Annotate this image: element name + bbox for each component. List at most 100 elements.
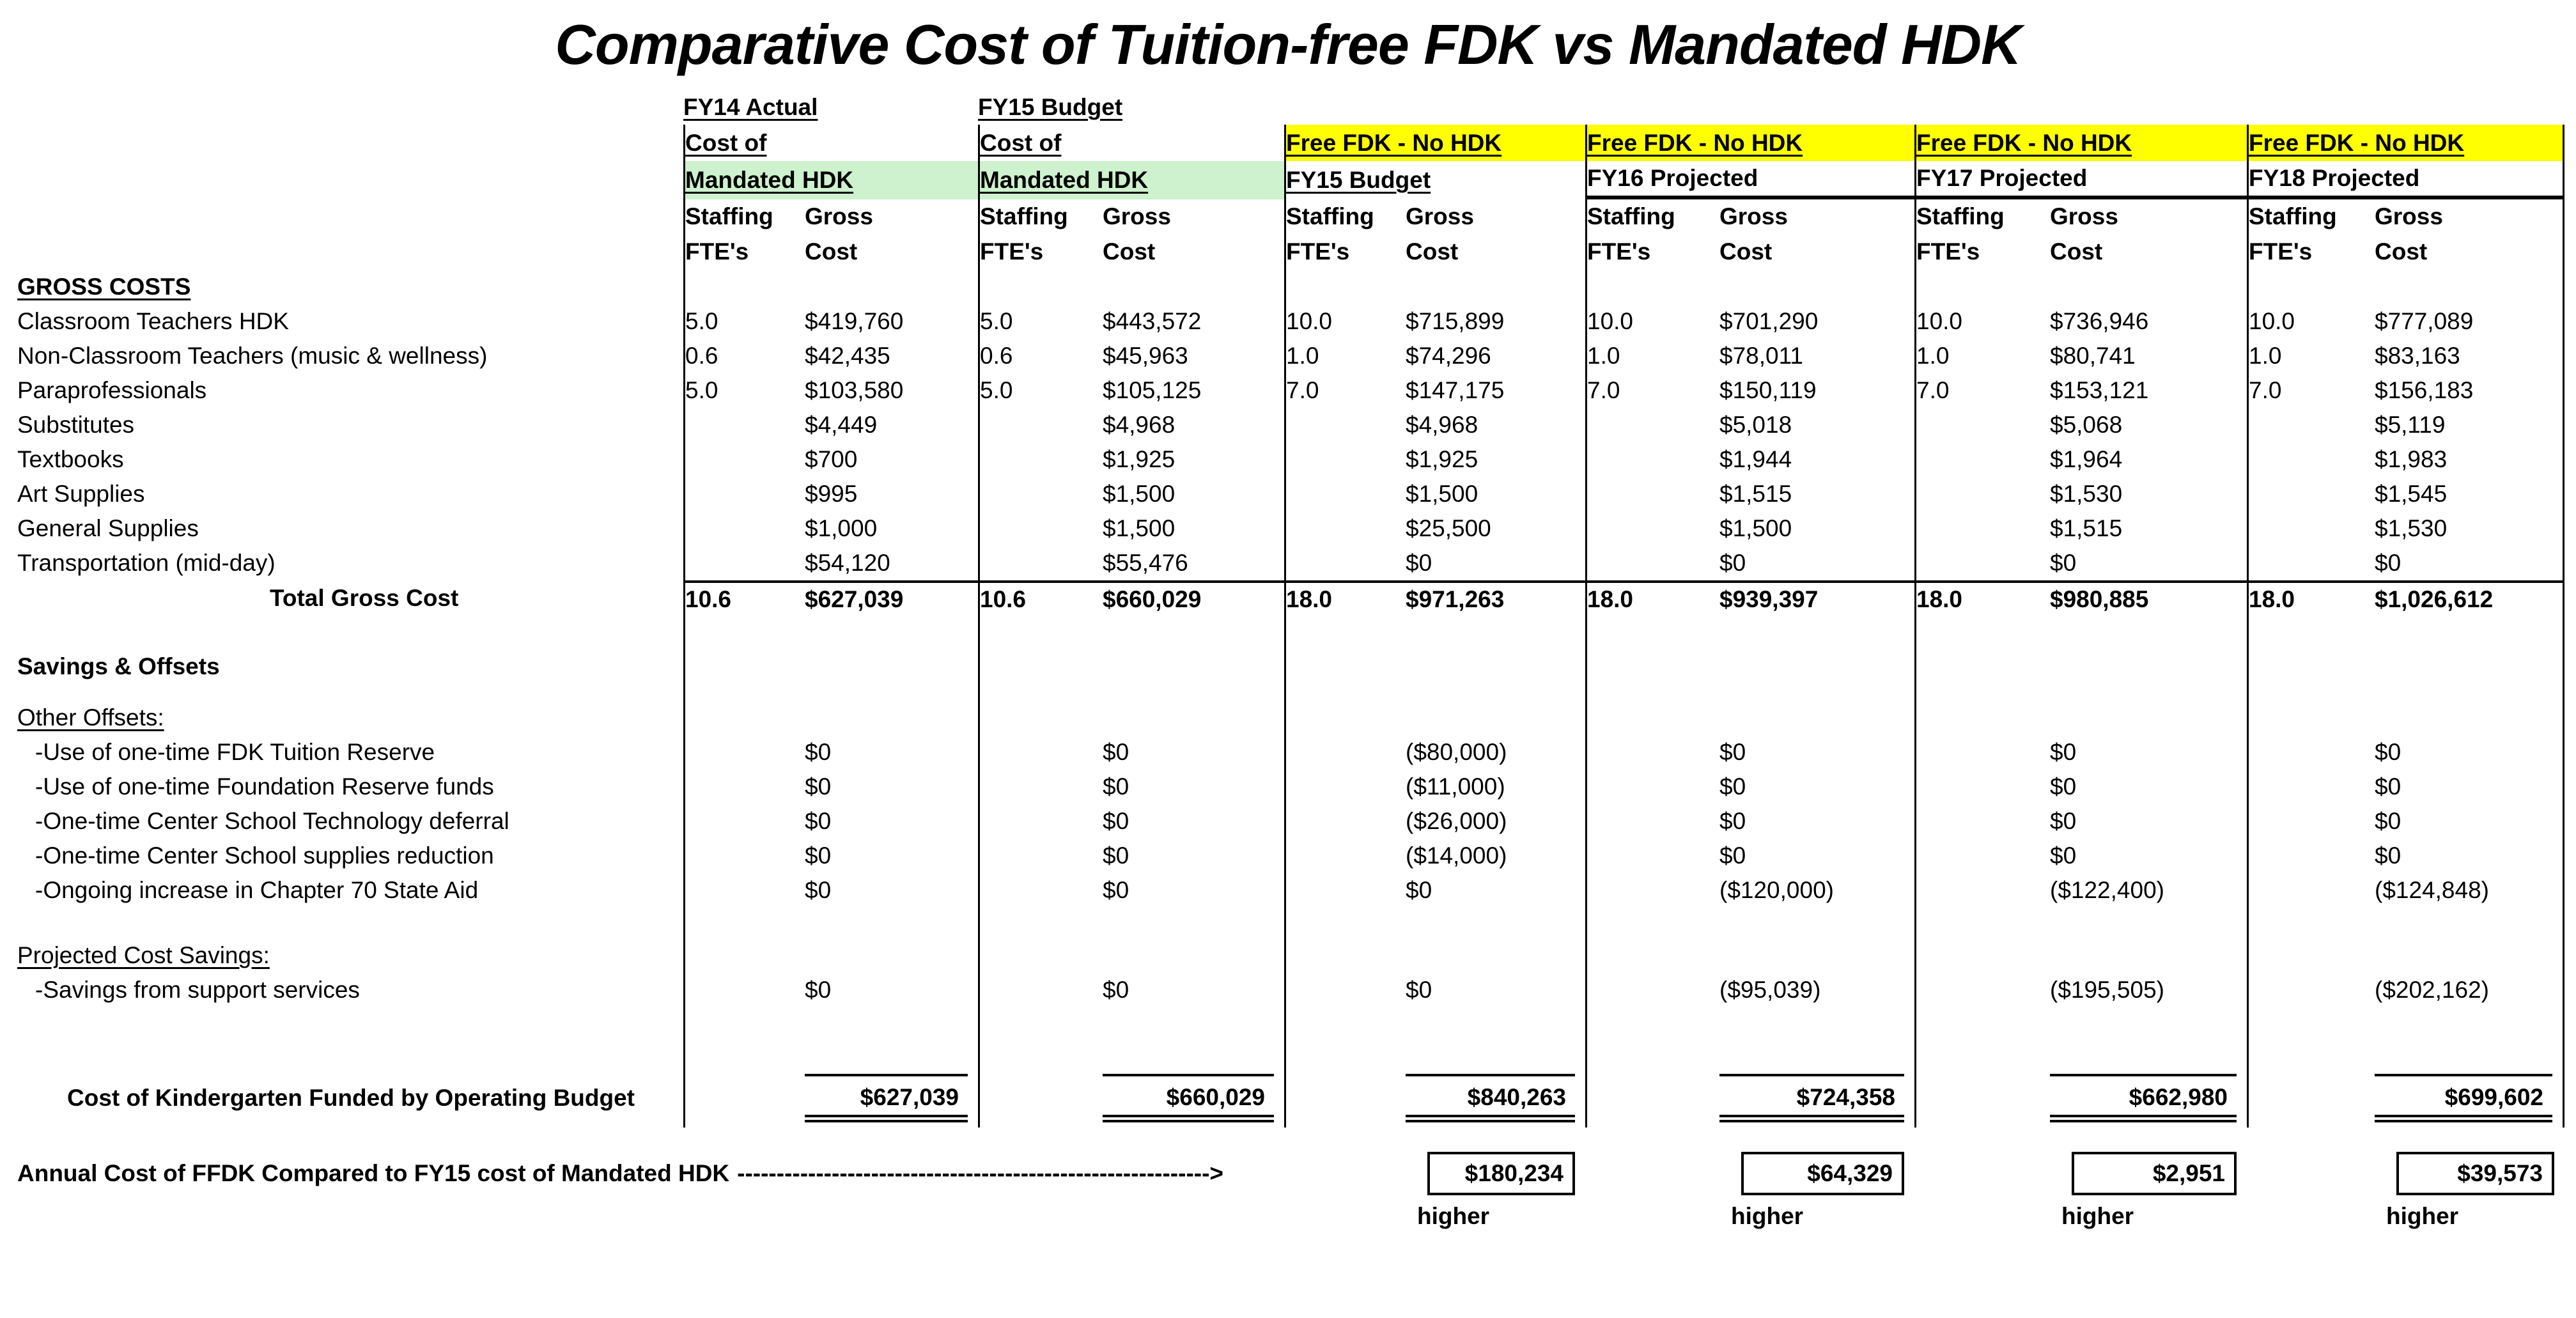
total-gross-cost-row: Total Gross Cost 10.6 $627,039 10.6 $660,029… — [17, 580, 2576, 616]
fte-cell — [683, 873, 805, 908]
empty-cell — [1284, 270, 1406, 304]
row-label-cell — [17, 125, 683, 161]
empty-cell — [1585, 908, 1719, 938]
staffing-subheader: FTE's — [1585, 234, 1719, 270]
offset-value-cell: $0 — [805, 842, 832, 869]
group-band-header: FY15 Budget — [1284, 161, 1585, 199]
fte-cell — [2247, 511, 2375, 546]
cost-cell: $1,964 — [2050, 446, 2123, 472]
fte-cell — [683, 546, 805, 580]
fte-cell — [1585, 973, 1719, 1007]
fte-cell — [2247, 477, 2375, 511]
staffing-subheader: Staffing — [1284, 199, 1406, 234]
page-title: Comparative Cost of Tuition-free FDK vs … — [555, 13, 2021, 76]
section-row-savings: Savings & Offsets — [17, 649, 2576, 684]
offset-value-cell: $0 — [2375, 770, 2564, 804]
savings-value-cell: ($202,162) — [2375, 973, 2564, 1007]
empty-cell — [1284, 1128, 1406, 1148]
item-row: Classroom Teachers HDK 5.0 $419,760 5.0 $443… — [17, 304, 2576, 339]
fte-cell: 7.0 — [1284, 373, 1406, 408]
group-band-header: Mandated HDK — [978, 161, 1284, 199]
row-label-cell — [17, 161, 683, 199]
projected-savings-item-label: -Savings from support services — [35, 977, 360, 1003]
total-fte-cell: 18.0 — [1585, 580, 1719, 616]
fte-cell — [1585, 839, 1719, 873]
fte-cell — [978, 546, 1103, 580]
fte-cell — [978, 873, 1103, 908]
fte-cell — [2247, 1069, 2375, 1128]
offset-value-cell: $0 — [1103, 877, 1129, 903]
fte-cell — [1585, 442, 1719, 477]
offset-value-cell: ($80,000) — [1406, 739, 1507, 765]
empty-cell — [978, 938, 1103, 973]
cost-cell: $54,120 — [805, 550, 890, 576]
offset-label: -Use of one-time FDK Tuition Reserve — [35, 739, 435, 765]
empty-cell — [1284, 1199, 1406, 1234]
fte-cell — [1585, 770, 1719, 804]
staffing-subheader: FTE's — [1284, 234, 1406, 270]
empty-cell — [2375, 1007, 2564, 1069]
gross-subheader: Gross — [1719, 203, 1788, 229]
scenario-header-highlighted: Free FDK - No HDK — [2247, 125, 2564, 161]
empty-cell — [2247, 938, 2375, 973]
annual-cost-label-text: Annual Cost of FFDK Compared to FY15 cos… — [17, 1160, 730, 1186]
cost-cell: $105,125 — [1103, 377, 1202, 403]
fte-cell: 10.0 — [1585, 304, 1719, 339]
offset-value-cell: $0 — [1719, 739, 1746, 765]
empty-cell — [1914, 649, 2050, 684]
empty-cell — [1719, 649, 1914, 684]
empty-cell — [683, 1128, 805, 1148]
other-offsets-label: Other Offsets: — [17, 704, 164, 731]
empty-cell — [2247, 1199, 2375, 1234]
cost-cell: $4,968 — [1406, 412, 1478, 438]
offset-value-cell: ($124,848) — [2375, 873, 2564, 908]
empty-cell — [1719, 1007, 1914, 1069]
empty-cell — [2050, 701, 2247, 735]
fte-cell — [683, 477, 805, 511]
fte-cell — [2247, 735, 2375, 770]
empty-cell — [805, 616, 978, 649]
staffing-subheader: FTE's — [2247, 234, 2375, 270]
empty-cell — [1103, 908, 1284, 938]
spacer-row — [17, 616, 2576, 649]
empty-cell — [2375, 684, 2564, 701]
annual-cost-label: Annual Cost of FFDK Compared to FY15 cos… — [17, 1148, 1284, 1199]
empty-cell — [683, 616, 805, 649]
fte-cell — [978, 511, 1103, 546]
gross-subheader: Cost — [1406, 238, 1459, 265]
header-row-scenario: Cost of Cost of Free FDK - No HDK Free FDK … — [17, 125, 2576, 161]
fte-cell — [683, 770, 805, 804]
annual-diff-box: $64,329 — [1741, 1152, 1904, 1195]
fte-cell — [1585, 477, 1719, 511]
empty-cell — [1284, 616, 1406, 649]
offset-value-cell: $0 — [2375, 735, 2564, 770]
empty-cell — [2050, 270, 2247, 304]
cost-comparison-table: FY14 Actual FY15 Budget Cost of Cost of Free… — [17, 89, 2576, 1234]
total-cost-cell: $1,026,612 — [2375, 580, 2564, 616]
fte-cell — [1284, 973, 1406, 1007]
fte-cell — [2247, 804, 2375, 839]
group-year-header — [1914, 89, 2247, 125]
fte-cell: 5.0 — [683, 373, 805, 408]
empty-cell — [978, 649, 1103, 684]
section-row-gross-costs: GROSS COSTS — [17, 270, 2576, 304]
row-label-cell — [17, 1007, 683, 1069]
cost-cell: $1,515 — [1719, 481, 1792, 507]
funded-total-cell: $840,263 — [1406, 1069, 1585, 1128]
fte-cell: 7.0 — [1585, 373, 1719, 408]
total-cost-cell: $971,263 — [1406, 580, 1585, 616]
offset-value-cell: $0 — [2050, 808, 2077, 834]
fte-cell — [2247, 408, 2375, 442]
empty-cell — [1719, 270, 1914, 304]
empty-cell — [978, 270, 1103, 304]
funded-total-value: $627,039 — [805, 1074, 968, 1122]
empty-cell — [2050, 938, 2247, 973]
cost-cell: $0 — [1406, 550, 1432, 576]
empty-cell — [805, 908, 978, 938]
empty-cell — [1585, 649, 1719, 684]
offset-value-cell: $0 — [1103, 739, 1129, 765]
empty-cell — [805, 270, 978, 304]
staffing-subheader: Staffing — [2247, 199, 2375, 234]
empty-cell — [683, 649, 805, 684]
